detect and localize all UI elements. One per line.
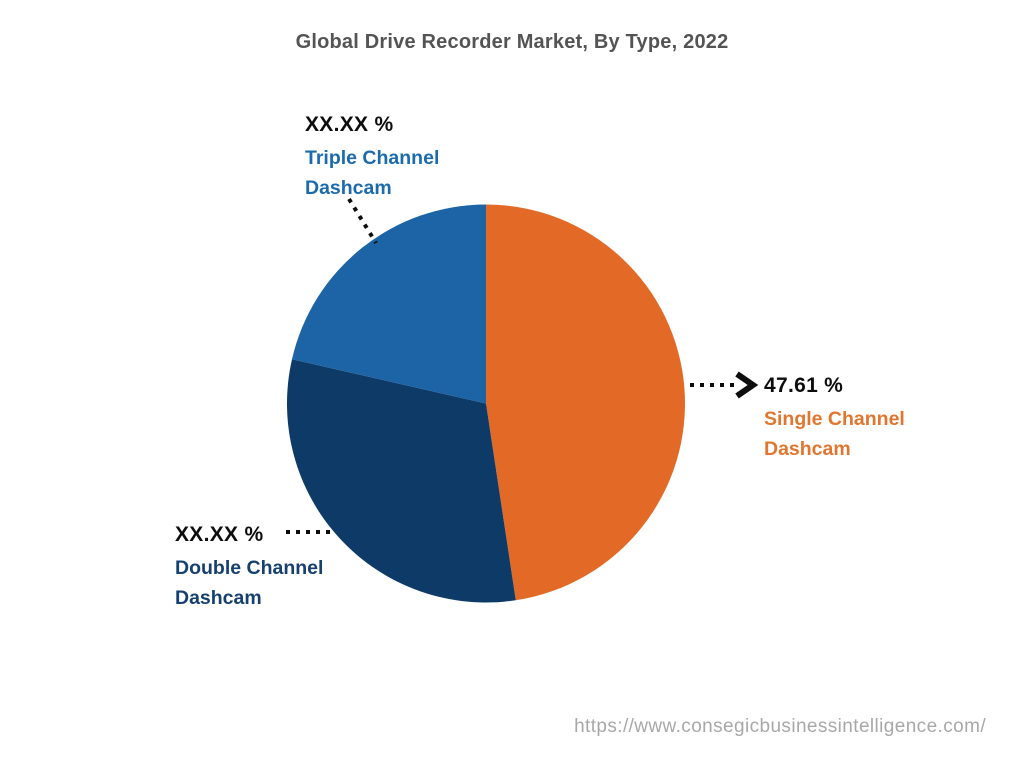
- slice-name-double-channel-line1: Double Channel: [175, 557, 324, 579]
- value-double-channel: XX.XX %: [175, 523, 264, 546]
- leader-arrow-icon: [735, 371, 759, 399]
- slice-name-single-channel-line2: Dashcam: [764, 438, 851, 460]
- source-url: https://www.consegicbusinessintelligence…: [574, 716, 986, 737]
- pie-slices: [287, 204, 685, 603]
- leader-line-triple-channel: [347, 197, 378, 245]
- value-triple-channel: XX.XX %: [305, 113, 394, 136]
- slice-name-triple-channel-line2: Dashcam: [305, 177, 392, 199]
- slice-name-triple-channel-line1: Triple Channel: [305, 147, 440, 169]
- chart-title: Global Drive Recorder Market, By Type, 2…: [295, 31, 729, 53]
- label-triple-channel: XX.XX % Triple Channel Dashcam: [305, 110, 439, 203]
- pie-slice-double-channel-dashcam: [287, 359, 516, 603]
- pie-slice-single-channel-dashcam: [486, 204, 685, 601]
- slice-name-single-channel-line1: Single Channel: [764, 408, 905, 430]
- pie-slice-triple-channel-dashcam: [291, 204, 486, 404]
- slice-name-double-channel-line2: Dashcam: [175, 587, 262, 609]
- label-double-channel: XX.XX % Double Channel Dashcam: [175, 520, 323, 613]
- label-single-channel: 47.61 % Single Channel Dashcam: [764, 371, 905, 464]
- value-single-channel: 47.61 %: [764, 374, 844, 397]
- leader-lines: [286, 197, 759, 534]
